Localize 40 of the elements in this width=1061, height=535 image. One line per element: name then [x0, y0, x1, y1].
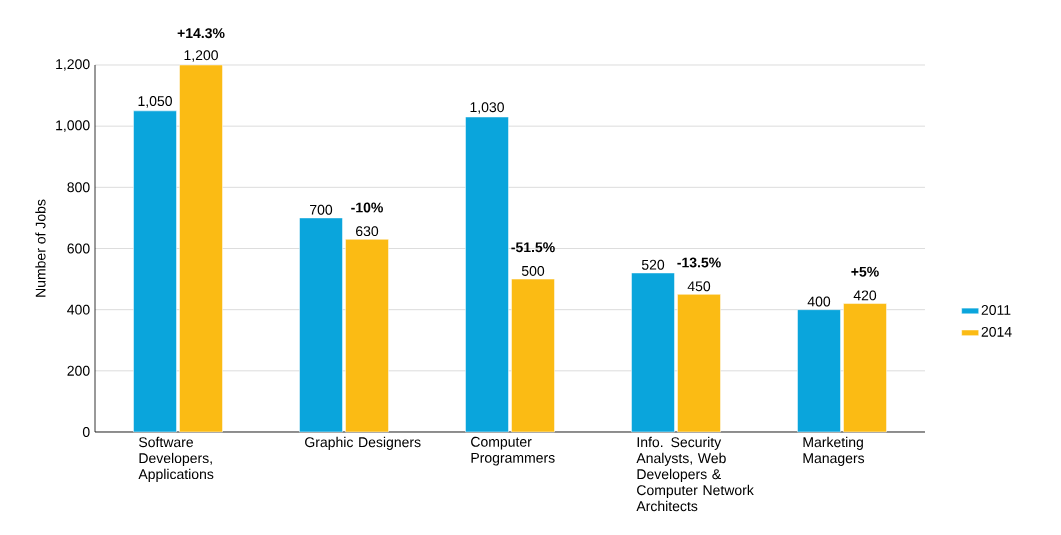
data-label: 400 [807, 296, 831, 307]
data-label: 520 [641, 259, 665, 270]
bar [133, 110, 177, 433]
legend-label: 2011 [981, 305, 1011, 315]
bar [345, 239, 389, 433]
y-axis-title: Number of Jobs [35, 199, 46, 297]
x-tick-label: Graphic Designers [305, 436, 421, 450]
bar [843, 303, 887, 433]
annotation: +5% [851, 266, 879, 277]
data-label: 1,030 [470, 102, 504, 114]
y-tick-label: 800 [67, 182, 90, 193]
annotation: -51.5% [511, 242, 555, 253]
data-label: 630 [356, 226, 379, 237]
bar [631, 272, 675, 433]
y-tick-label: 1,200 [56, 59, 90, 71]
data-label: 500 [521, 265, 545, 276]
data-label: 420 [853, 290, 877, 301]
data-label: 1,050 [138, 96, 172, 108]
y-tick-label: 600 [67, 243, 90, 254]
bar [465, 116, 509, 433]
data-label: 1,200 [184, 50, 218, 62]
y-tick-label: 0 [82, 427, 90, 437]
y-tick-label: 400 [67, 304, 90, 315]
data-label: 450 [687, 281, 711, 292]
x-tick-label: Info. Security Analysts, Web Developers & Computer Network Architects [636, 436, 754, 512]
annotation: -10% [351, 202, 383, 213]
x-tick-label: Computer Programmers [471, 436, 555, 466]
annotation: -13.5% [677, 257, 721, 268]
bar [677, 294, 721, 433]
x-tick-label: Marketing Managers [803, 436, 865, 466]
y-tick-label: 200 [67, 365, 90, 376]
bar [511, 278, 555, 433]
y-tick-label: 1,000 [56, 120, 90, 132]
data-label: 700 [310, 204, 333, 215]
annotation: +14.3% [177, 28, 225, 39]
bar [179, 64, 223, 433]
legend-label: 2014 [981, 326, 1012, 337]
bar [797, 309, 841, 433]
x-tick-label: Software Developers, Applications [138, 436, 214, 482]
bar [299, 217, 343, 433]
